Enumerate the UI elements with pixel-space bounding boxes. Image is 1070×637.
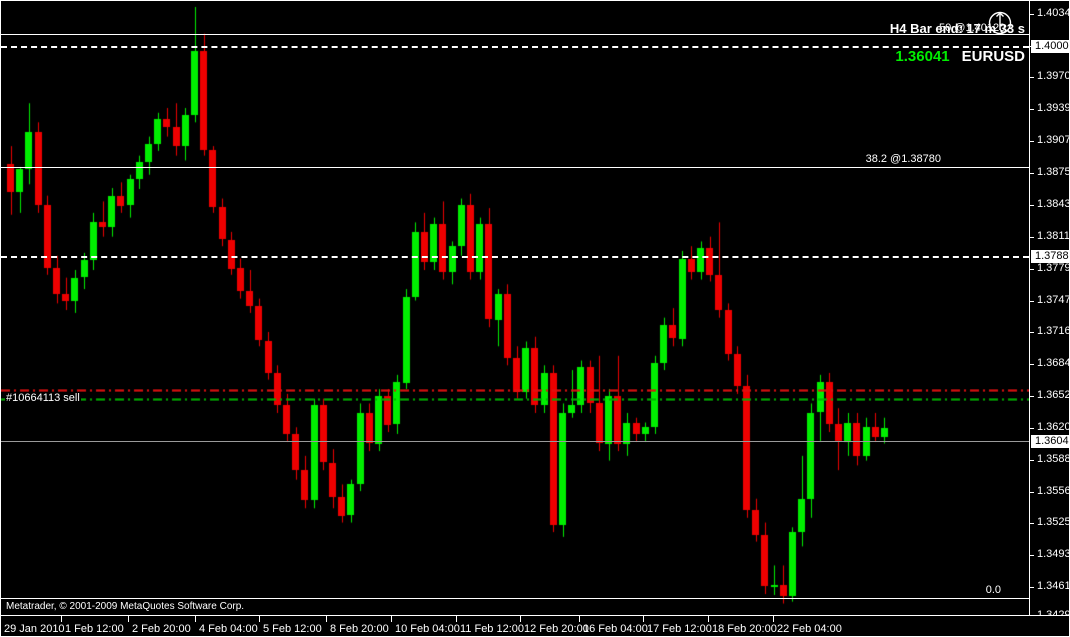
fib-level-label: 0.0 <box>985 584 1001 596</box>
price-tick <box>1030 332 1034 333</box>
price-tick-label: 1.36840 <box>1037 357 1069 369</box>
price-tick-label: 1.38115 <box>1037 230 1070 242</box>
time-tick <box>520 616 521 622</box>
price-tick <box>1030 428 1034 429</box>
price-tick <box>1030 587 1034 588</box>
price-axis[interactable]: 1.40345 1.40000 1.39705 1.39390 1.39070 1.387… <box>1029 1 1070 621</box>
time-axis[interactable]: 29 Jan 2010 1 Feb 12:00 2 Feb 20:00 4 Feb 0… <box>0 615 1069 636</box>
time-tick <box>773 616 774 622</box>
time-tick <box>259 616 260 622</box>
symbol-price-row: 1.36041 EURUSD <box>895 48 1025 65</box>
price-tick <box>1030 364 1034 365</box>
time-tick-label: 8 Feb 20:00 <box>330 623 389 635</box>
price-tick <box>1030 460 1034 461</box>
price-tick <box>1030 109 1034 110</box>
price-tick-label: 1.40345 <box>1037 7 1069 19</box>
time-tick <box>456 616 457 622</box>
time-tick <box>0 616 1 622</box>
price-tick-label: 1.39390 <box>1037 102 1069 114</box>
time-tick <box>708 616 709 622</box>
order-target-price-line[interactable] <box>1 398 1029 401</box>
time-tick-label: 10 Feb 04:00 <box>395 623 460 635</box>
fib-level-label: 38.2 @1.38780 <box>865 153 941 165</box>
price-tick-label: 1.38430 <box>1037 198 1069 210</box>
price-tick-label: 1.35885 <box>1037 453 1069 465</box>
price-highlight-tag: 1.40000 <box>1031 40 1069 53</box>
price-tick <box>1030 301 1034 302</box>
price-tick <box>1030 396 1034 397</box>
price-tick <box>1030 269 1034 270</box>
symbol-name-label: EURUSD <box>961 48 1025 65</box>
price-tick-label: 1.37475 <box>1037 294 1069 306</box>
time-tick-label: 29 Jan 2010 <box>4 623 65 635</box>
price-tick-label: 1.36520 <box>1037 389 1069 401</box>
time-tick <box>643 616 644 622</box>
time-tick-label: 2 Feb 20:00 <box>132 623 191 635</box>
price-tick <box>1030 237 1034 238</box>
time-tick-label: 16 Feb 04:00 <box>583 623 648 635</box>
price-tick-label: 1.35250 <box>1037 516 1069 528</box>
time-tick <box>326 616 327 622</box>
price-tick-label: 1.38750 <box>1037 166 1069 178</box>
time-tick-label: 5 Feb 12:00 <box>263 623 322 635</box>
time-tick-label: 17 Feb 12:00 <box>647 623 712 635</box>
order-marker-label: 50 @1.40120 <box>939 22 1006 34</box>
time-tick-label: 22 Feb 04:00 <box>777 623 842 635</box>
price-tick-label: 1.34610 <box>1037 580 1069 592</box>
time-tick <box>128 616 129 622</box>
time-tick <box>195 616 196 622</box>
price-tick <box>1030 205 1034 206</box>
copyright-label: Metatrader, © 2001-2009 MetaQuotes Softw… <box>6 601 245 612</box>
sell-arrow-circle-icon[interactable] <box>986 9 1014 37</box>
candlestick-series[interactable] <box>1 1 1029 615</box>
time-tick-label: 12 Feb 20:00 <box>524 623 589 635</box>
bar-countdown-label: H4 Bar end: 17 m 33 s <box>889 21 1025 36</box>
price-tick <box>1030 523 1034 524</box>
time-tick <box>391 616 392 622</box>
price-tick <box>1030 77 1034 78</box>
open-order-label[interactable]: #10664113 sell <box>5 392 81 404</box>
bid-price-value: 1.36041 <box>895 48 950 65</box>
price-highlight-tag: 1.37880 <box>1031 250 1069 263</box>
order-open-price-line[interactable] <box>1 389 1029 392</box>
price-tick-label: 1.37160 <box>1037 325 1069 337</box>
time-tick <box>579 616 580 622</box>
price-tick-label: 1.36205 <box>1037 421 1069 433</box>
price-tick <box>1030 555 1034 556</box>
price-tick-label: 1.39705 <box>1037 70 1069 82</box>
time-tick-label: 4 Feb 04:00 <box>199 623 258 635</box>
chart-plot-area[interactable]: 38.2 @1.38780 0.0 #10664113 sell <box>1 1 1029 615</box>
price-tick <box>1030 492 1034 493</box>
price-tick-label: 1.37795 <box>1037 262 1069 274</box>
price-tick-label: 1.39070 <box>1037 134 1069 146</box>
time-tick <box>61 616 62 622</box>
price-tick <box>1030 14 1034 15</box>
price-highlight-tag: 1.36041 <box>1031 435 1069 448</box>
price-tick <box>1030 173 1034 174</box>
time-tick-label: 11 Feb 12:00 <box>460 623 525 635</box>
time-tick-label: 18 Feb 20:00 <box>712 623 777 635</box>
time-tick-label: 1 Feb 12:00 <box>65 623 124 635</box>
price-tick <box>1030 141 1034 142</box>
price-tick-label: 1.35565 <box>1037 485 1069 497</box>
price-tick-label: 1.34930 <box>1037 548 1069 560</box>
